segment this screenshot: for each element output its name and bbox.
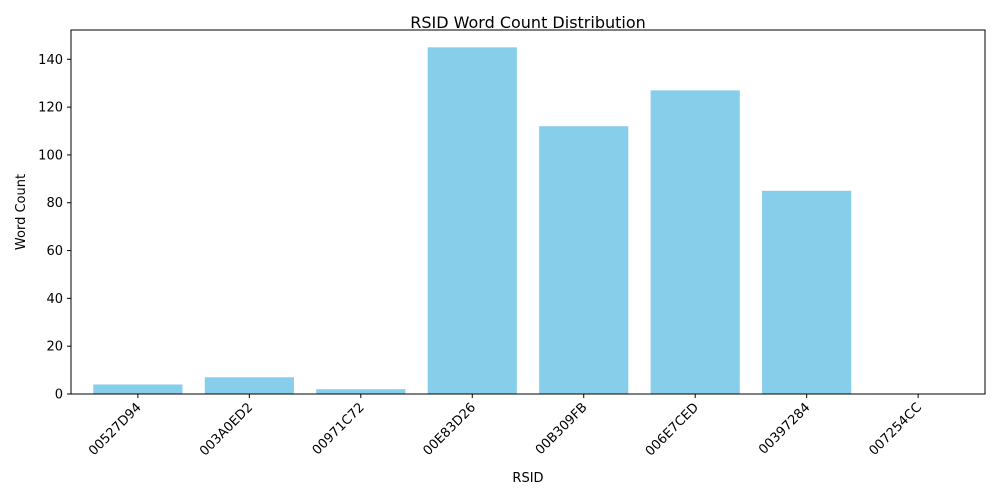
x-tick-label: 00971C72 bbox=[310, 400, 368, 458]
y-tick-label: 0 bbox=[55, 388, 63, 403]
bar-003A0ED2 bbox=[204, 377, 294, 394]
y-tick-label: 140 bbox=[38, 53, 63, 68]
y-tick-label: 100 bbox=[38, 148, 63, 163]
bar-00B309FB bbox=[539, 126, 629, 394]
y-tick-label: 20 bbox=[46, 340, 63, 355]
plot-frame bbox=[70, 29, 986, 395]
x-tick-label: 00527D94 bbox=[86, 400, 145, 459]
x-tick-label: 00397284 bbox=[756, 400, 813, 457]
x-axis-label: RSID bbox=[512, 471, 543, 486]
x-tick-label: 007254CC bbox=[866, 400, 925, 459]
bars-layer bbox=[93, 47, 852, 395]
bar-006E7CED bbox=[650, 90, 740, 395]
y-axis-label: Word Count bbox=[14, 174, 29, 250]
x-tick-label: 00E83D26 bbox=[421, 400, 480, 459]
bar-00397284 bbox=[762, 190, 852, 394]
bar-00971C72 bbox=[316, 389, 406, 394]
x-tick-label: 00B309FB bbox=[533, 400, 591, 458]
chart-title: RSID Word Count Distribution bbox=[410, 13, 646, 32]
bar-00E83D26 bbox=[427, 47, 517, 394]
x-tick-label: 003A0ED2 bbox=[197, 400, 256, 459]
y-tick-label: 60 bbox=[46, 244, 63, 259]
y-tick-label: 40 bbox=[46, 292, 63, 307]
y-tick-label: 120 bbox=[38, 101, 63, 116]
x-tick-label: 006E7CED bbox=[643, 400, 702, 459]
y-tick-label: 80 bbox=[46, 196, 63, 211]
bar-00527D94 bbox=[93, 384, 183, 394]
x-axis-ticks: 00527D94 003A0ED2 00971C72 00E83D26 00B309FB… bbox=[86, 394, 925, 459]
y-axis-ticks: 0 20 40 60 80 100 120 140 bbox=[38, 53, 71, 403]
